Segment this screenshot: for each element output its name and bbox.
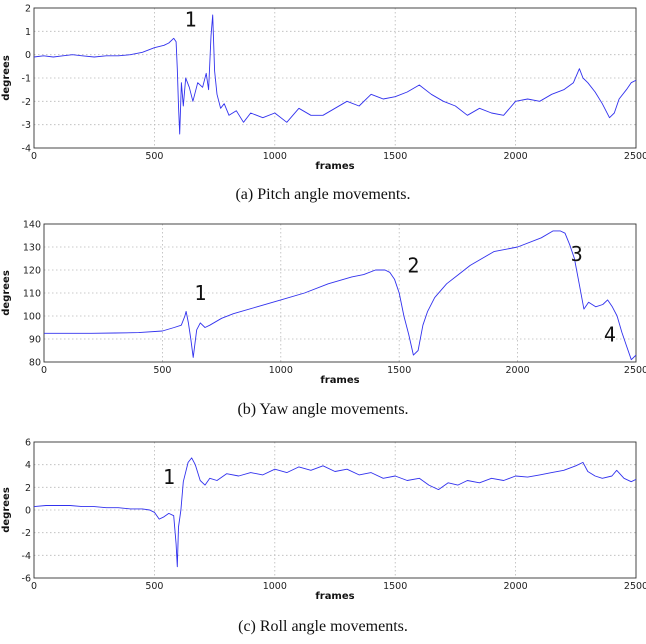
roll-series-line — [33, 457, 637, 568]
roll-chart: 0 500 1000 1500 2000 2500 -6 -4 -2 0 2 4 6 1 frames deg… — [1, 438, 646, 603]
yaw-ytick-label: 120 — [23, 266, 41, 277]
roll-ytick-label: 0 — [25, 506, 31, 517]
roll-plot-frame — [33, 441, 637, 579]
yaw-ytick-label: 90 — [29, 335, 41, 346]
roll-ylabel: degrees — [1, 487, 12, 533]
yaw-caption: (b) Yaw angle movements. — [237, 401, 409, 418]
yaw-ytick-label: 110 — [23, 289, 41, 300]
yaw-annotation-2: 2 — [407, 253, 419, 277]
yaw-ytick-label: 140 — [23, 220, 41, 231]
roll-caption: (c) Roll angle movements. — [238, 618, 408, 635]
yaw-ytick-label: 80 — [29, 358, 41, 369]
pitch-xtick-label: 2500 — [624, 151, 646, 162]
roll-xlabel: frames — [315, 591, 354, 602]
yaw-ytick-label: 100 — [23, 312, 41, 323]
pitch-ytick-label: 1 — [25, 27, 31, 38]
pitch-chart: 0 500 1000 1500 2000 2500 -4 -3 -2 -1 0 1 2 1 frames de… — [1, 4, 646, 173]
yaw-xtick-label: 2500 — [624, 365, 646, 376]
roll-xtick-label: 2500 — [624, 581, 646, 592]
pitch-caption: (a) Pitch angle movements. — [235, 186, 411, 203]
pitch-plot-frame — [33, 7, 637, 149]
roll-xtick-label: 1500 — [383, 581, 407, 592]
roll-xtick-label: 2000 — [504, 581, 528, 592]
pitch-xtick-label: 0 — [31, 151, 37, 162]
yaw-xlabel: frames — [320, 375, 359, 386]
roll-xtick-label: 1000 — [263, 581, 287, 592]
yaw-ylabel: degrees — [1, 270, 12, 316]
pitch-xtick-label: 500 — [145, 151, 163, 162]
pitch-xtick-label: 1500 — [383, 151, 407, 162]
yaw-annotation-3: 3 — [571, 242, 583, 266]
yaw-series-line — [44, 230, 637, 361]
pitch-ytick-label: -2 — [22, 97, 31, 108]
roll-xtick-label: 0 — [31, 581, 37, 592]
yaw-annotation-4: 4 — [604, 322, 616, 346]
pitch-ylabel: degrees — [1, 55, 12, 101]
roll-ytick-label: 6 — [25, 438, 31, 449]
roll-ytick-label: 2 — [25, 483, 31, 494]
roll-xtick-label: 500 — [145, 581, 163, 592]
roll-ytick-label: -2 — [22, 528, 31, 539]
pitch-annotation-1: 1 — [184, 8, 196, 32]
yaw-xtick-label: 2000 — [506, 365, 530, 376]
yaw-annotation-1: 1 — [194, 281, 206, 305]
yaw-chart: 0 500 1000 1500 2000 2500 80 90 100 110 120 130 140 1… — [1, 220, 646, 387]
roll-ytick-label: -6 — [22, 574, 31, 585]
pitch-ytick-label: 0 — [25, 50, 31, 61]
yaw-plot-frame — [43, 223, 637, 363]
pitch-ytick-label: 2 — [25, 4, 31, 15]
yaw-ytick-label: 130 — [23, 243, 41, 254]
pitch-ytick-label: -1 — [22, 74, 31, 85]
roll-ytick-label: -4 — [22, 551, 31, 562]
yaw-xtick-label: 1500 — [387, 365, 411, 376]
yaw-xtick-label: 500 — [153, 365, 171, 376]
roll-ytick-label: 4 — [25, 460, 31, 471]
pitch-ytick-label: -3 — [22, 120, 31, 131]
yaw-xtick-label: 0 — [41, 365, 47, 376]
pitch-xlabel: frames — [315, 161, 354, 172]
yaw-xtick-label: 1000 — [269, 365, 293, 376]
pitch-xtick-label: 2000 — [504, 151, 528, 162]
pitch-xtick-label: 1000 — [263, 151, 287, 162]
roll-annotation-1: 1 — [163, 465, 175, 489]
pitch-series-line — [33, 14, 637, 135]
pitch-ytick-label: -4 — [22, 144, 31, 155]
